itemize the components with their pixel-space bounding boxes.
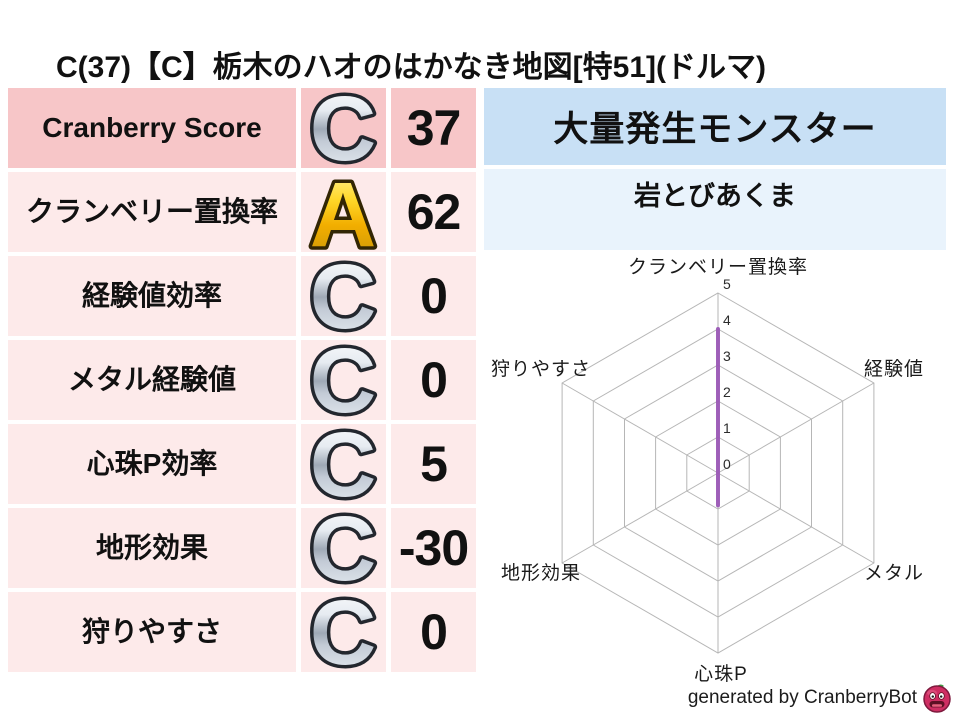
grade-letter-icon: C: [306, 75, 379, 184]
stat-value: 5: [391, 424, 476, 504]
cranberry-bot-icon: [923, 684, 951, 713]
radar-tick-label: 5: [723, 276, 731, 292]
stat-label: 経験値効率: [8, 256, 296, 336]
stat-value: 0: [391, 340, 476, 420]
grade-badge: C: [301, 495, 386, 604]
stat-table: Cranberry Score C 37 クランベリー置換率 A 62 経験値効…: [8, 75, 476, 688]
grade-badge: C: [301, 327, 386, 436]
stat-label: 地形効果: [8, 508, 296, 588]
credit-text: generated by CranberryBot: [687, 686, 917, 708]
grade-badge: C: [301, 411, 386, 520]
radar-axis-label: 地形効果: [501, 562, 581, 584]
grade-badge: A: [301, 161, 386, 270]
grade-letter: C: [310, 414, 376, 516]
stat-value: -30: [391, 508, 476, 588]
stat-label: Cranberry Score: [8, 88, 296, 168]
radar-axis-label: 心珠P: [694, 663, 748, 685]
stat-value: 37: [391, 88, 476, 168]
page-title: C(37)【C】栃木のハオのはかなき地図[特51](ドルマ): [55, 51, 766, 84]
grade-letter-icon: C: [306, 411, 379, 520]
radar-axis-label: 経験値: [864, 358, 924, 380]
grade-letter: C: [310, 330, 376, 432]
stat-value: 0: [391, 592, 476, 672]
grade-letter: C: [310, 498, 376, 600]
grade-letter: C: [310, 582, 376, 684]
grade-letter-icon: C: [306, 495, 379, 604]
stat-label: クランベリー置換率: [8, 172, 296, 252]
grade-letter-icon: C: [306, 243, 379, 352]
grade-badge: C: [301, 243, 386, 352]
radar-axis-label: 狩りやすさ: [491, 358, 591, 380]
stat-label: メタル経験値: [8, 340, 296, 420]
grade-letter: C: [310, 78, 376, 180]
stat-value: 62: [391, 172, 476, 252]
grade-letter: C: [310, 246, 376, 348]
grade-badge: C: [301, 75, 386, 184]
radar-tick-label: 0: [723, 456, 731, 472]
radar-tick-label: 2: [723, 384, 731, 400]
grade-letter-icon: C: [306, 579, 379, 688]
monster-panel-header: 大量発生モンスター: [484, 88, 946, 165]
stat-label: 心珠P効率: [8, 424, 296, 504]
stat-label: 狩りやすさ: [8, 592, 296, 672]
grade-badge: C: [301, 579, 386, 688]
monster-name: 岩とびあくま: [634, 181, 796, 211]
grade-letter: A: [310, 164, 376, 266]
radar-tick-labels: 0 1 2 3 4 5: [723, 276, 731, 472]
stat-value: 0: [391, 256, 476, 336]
grade-letter-icon: C: [306, 327, 379, 436]
radar-axis-label: メタル: [864, 562, 924, 584]
radar-tick-label: 3: [723, 348, 731, 364]
radar-tick-label: 4: [723, 312, 731, 328]
radar-chart: 0 1 2 3 4 5 クランベリー置換率 経験値 メタル 心珠P 地形効果 狩…: [491, 256, 924, 685]
radar-tick-label: 1: [723, 420, 731, 436]
monster-name-row: 岩とびあくま: [484, 169, 946, 250]
footer-credit: generated by CranberryBot: [688, 682, 952, 713]
radar-axis-labels: クランベリー置換率 経験値 メタル 心珠P 地形効果 狩りやすさ: [491, 256, 924, 685]
radar-axis-label: クランベリー置換率: [628, 256, 808, 278]
grade-letter-icon: A: [306, 161, 379, 270]
